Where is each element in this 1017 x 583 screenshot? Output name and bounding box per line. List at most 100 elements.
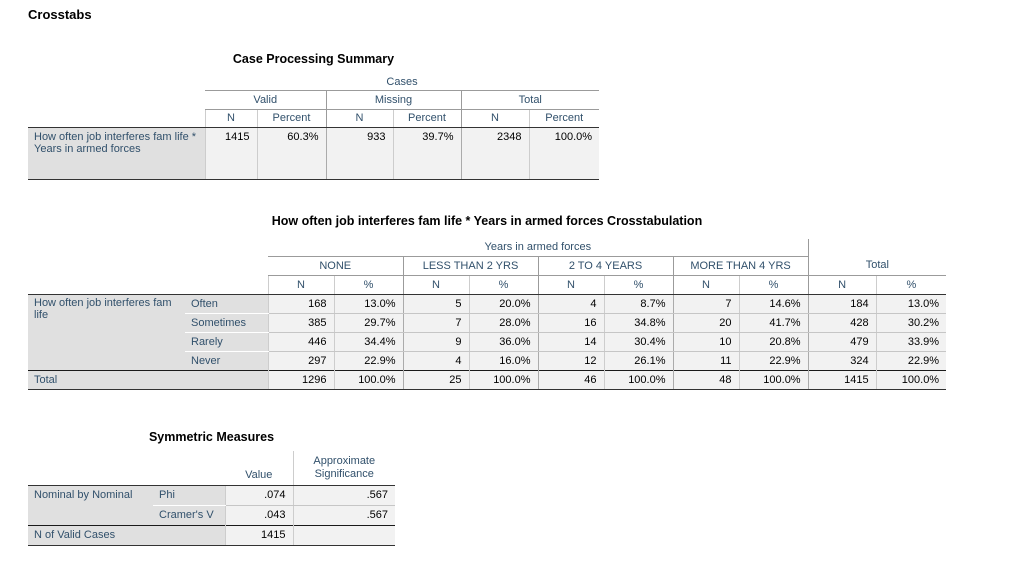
cell-n: 14 [537, 332, 604, 352]
table-row-n-valid-cases: N of Valid Cases 1415 [28, 524, 395, 546]
table-row-often: How often job interferes fam life Often … [28, 294, 947, 370]
cell-pct: 36.0% [468, 332, 538, 352]
cell-value: .074 [224, 485, 293, 506]
cell-value: .043 [224, 505, 293, 525]
cell-n: 297 [267, 351, 334, 370]
group-header-total: Total [807, 256, 947, 276]
col-header-pct: % [468, 275, 538, 295]
crosstabulation-block: How often job interferes fam life * Year… [28, 214, 947, 390]
cell-n: 7 [672, 294, 739, 314]
cell-significance [292, 524, 395, 546]
corner-cell [28, 75, 205, 90]
cell-valid-n: 1415 [204, 127, 257, 180]
corner-cell [28, 90, 205, 109]
subheader-row: N Percent N Percent N Percent [28, 109, 600, 128]
col-header-n: N [537, 275, 604, 295]
cell-n: 428 [807, 313, 877, 333]
cases-spanner-row: Cases [28, 75, 600, 91]
cell-n: 324 [807, 351, 877, 370]
row-group-label: Nominal by Nominal [28, 485, 153, 525]
cell-n: 20 [672, 313, 739, 333]
total-spanner-gap [807, 239, 947, 256]
cell-pct: 8.7% [603, 294, 673, 314]
col-header-value: Value [225, 451, 293, 486]
cell-pct: 100.0% [875, 369, 947, 390]
cell-n: 184 [807, 294, 877, 314]
cell-n: 7 [402, 313, 469, 333]
col-header-approx-significance: Approximate Significance [292, 451, 395, 486]
corner-cell [28, 109, 205, 128]
col-header-n: N [204, 109, 257, 128]
cell-significance: .567 [292, 485, 395, 506]
row-dimension-label: How often job interferes fam life [28, 294, 185, 370]
col-header-n: N [807, 275, 877, 295]
group-header-2-to-4-years: 2 TO 4 YEARS [537, 256, 673, 276]
row-label: Sometimes [185, 313, 268, 333]
years-spanner: Years in armed forces [268, 239, 809, 257]
crosstabulation-title: How often job interferes fam life * Year… [271, 214, 703, 228]
cell-pct: 26.1% [603, 351, 673, 370]
row-label: Often [185, 294, 268, 314]
table-row-total: Total 1296 100.0% 25 100.0% 46 100.0% 48… [28, 369, 947, 390]
cell-valid-percent: 60.3% [256, 127, 326, 180]
col-header-n: N [402, 275, 469, 295]
cell-total-n: 2348 [460, 127, 529, 180]
cell-n: 385 [267, 313, 334, 333]
cell-n: 11 [672, 351, 739, 370]
subheader-row: Value Approximate Significance [28, 451, 395, 486]
cell-pct: 100.0% [603, 369, 673, 390]
cell-pct: 29.7% [333, 313, 403, 333]
cell-pct: 22.9% [333, 351, 403, 370]
row-label: Never [185, 351, 268, 370]
cell-pct: 28.0% [468, 313, 538, 333]
corner-cell [28, 451, 225, 486]
cell-pct: 30.2% [875, 313, 947, 333]
cell-pct: 13.0% [875, 294, 947, 314]
corner-cell [28, 256, 268, 275]
table-row-sometimes: Sometimes 385 29.7% 7 28.0% 16 34.8% 20 … [28, 313, 947, 333]
row-label: N of Valid Cases [28, 524, 225, 546]
case-processing-table[interactable]: Cases Valid Missing Total N Percent N Pe… [28, 75, 600, 180]
cell-pct: 100.0% [738, 369, 809, 390]
cell-pct: 33.9% [875, 332, 947, 352]
cell-n: 4 [402, 351, 469, 370]
symmetric-measures-table[interactable]: Value Approximate Significance Nominal b… [28, 451, 395, 546]
table-row-rarely: Rarely 446 34.4% 9 36.0% 14 30.4% 10 20.… [28, 332, 947, 352]
cell-n: 46 [537, 369, 604, 390]
cell-n: 446 [267, 332, 334, 352]
col-header-pct: % [603, 275, 673, 295]
cell-pct: 20.8% [738, 332, 809, 352]
crosstabulation-table[interactable]: Years in armed forces NONE LESS THAN 2 Y… [28, 239, 947, 390]
case-processing-summary-block: Case Processing Summary Cases Valid Miss… [28, 52, 600, 180]
cell-missing-percent: 39.7% [392, 127, 461, 180]
group-header-row: NONE LESS THAN 2 YRS 2 TO 4 YEARS MORE T… [28, 256, 947, 276]
corner-cell [28, 239, 268, 256]
col-header-n: N [267, 275, 334, 295]
column-spanner-row: Years in armed forces [28, 239, 947, 257]
row-label: Phi [153, 485, 225, 506]
group-header-missing: Missing [325, 90, 461, 110]
col-header-percent: Percent [392, 109, 461, 128]
output-heading: Crosstabs [28, 7, 92, 22]
cell-pct: 100.0% [468, 369, 538, 390]
table-row-never: Never 297 22.9% 4 16.0% 12 26.1% 11 22.9… [28, 351, 947, 370]
subheader-row: N % N % N % N % N % [28, 275, 947, 295]
col-header-pct: % [875, 275, 947, 295]
group-header-row: Valid Missing Total [28, 90, 600, 110]
cell-n: 1415 [807, 369, 877, 390]
col-header-percent: Percent [528, 109, 600, 128]
cell-significance: .567 [292, 505, 395, 525]
cell-total-percent: 100.0% [528, 127, 600, 180]
cell-n: 16 [537, 313, 604, 333]
total-row-label: Total [28, 369, 268, 390]
table-row-cramers-v: Cramer's V .043 .567 [28, 505, 395, 525]
group-header-valid: Valid [205, 90, 326, 110]
group-header-less-than-2yrs: LESS THAN 2 YRS [402, 256, 538, 276]
cell-n: 48 [672, 369, 739, 390]
cell-pct: 34.8% [603, 313, 673, 333]
cell-pct: 22.9% [875, 351, 947, 370]
col-header-pct: % [333, 275, 403, 295]
col-header-n: N [672, 275, 739, 295]
cell-pct: 30.4% [603, 332, 673, 352]
